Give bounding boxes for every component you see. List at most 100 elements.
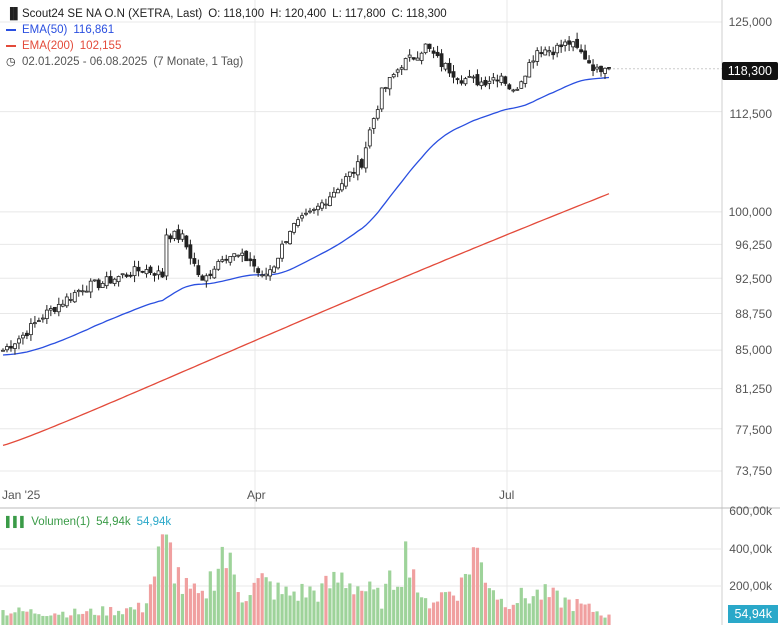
volume-bar [208, 571, 212, 625]
volume-bar [435, 601, 440, 625]
volume-bar [212, 590, 216, 625]
instrument-title: Scout24 SE NA O.N (XETRA, Last) [22, 8, 203, 20]
volume-bar [475, 547, 480, 625]
candle-body [256, 268, 261, 274]
volume-value-2: 54,94k [136, 516, 172, 528]
candle-body [563, 41, 568, 46]
candle-body [427, 43, 432, 49]
candle-body [120, 273, 125, 276]
volume-bar [5, 615, 9, 625]
candle-body [379, 87, 384, 110]
volume-bar [65, 617, 69, 625]
volume-bar [160, 534, 165, 625]
x-tick-label: Jan '25 [2, 488, 41, 502]
volume-bar [121, 614, 125, 625]
period-text: (7 Monate, 1 Tag) [153, 56, 244, 68]
volume-bar [535, 589, 539, 625]
candle-body [228, 256, 233, 263]
candle-body [575, 38, 580, 48]
volume-bar [124, 608, 129, 625]
candle-body [300, 215, 304, 219]
ema50-label: EMA(50) [22, 24, 68, 36]
candle-body [108, 276, 113, 284]
candle-body [56, 304, 61, 313]
volume-bar [25, 611, 29, 625]
candle-body [100, 283, 105, 289]
candle-body [371, 118, 376, 129]
candle-body [471, 76, 476, 79]
candle-body [531, 60, 536, 63]
candle-body [403, 58, 408, 71]
volume-bar [284, 586, 288, 625]
candle-body [387, 77, 392, 90]
volume-bar [467, 574, 472, 625]
open-label: O: [208, 8, 221, 20]
candle-body [188, 244, 193, 259]
volume-bar [117, 610, 121, 625]
candle-body [335, 189, 340, 194]
volume-bar [328, 588, 332, 625]
candle-body [419, 52, 424, 61]
volume-bar [583, 604, 587, 625]
candle-body [399, 67, 404, 70]
volume-bar [332, 571, 336, 625]
volume-bar [93, 614, 97, 625]
volume-bar [408, 577, 412, 625]
candle-body [21, 334, 25, 339]
volume-bar [579, 603, 583, 625]
volume-bar [61, 611, 65, 625]
candle-body [304, 212, 308, 215]
y-tick-label: 92,500 [735, 272, 772, 286]
volume-bar [376, 587, 380, 625]
volume-bar [503, 607, 507, 625]
candle-body [539, 52, 544, 55]
candle-body [88, 280, 93, 293]
candle-body [72, 292, 77, 303]
candle-body [316, 205, 320, 211]
candle-body [535, 50, 540, 62]
candle-body [140, 270, 145, 273]
y-tick-label: 81,250 [735, 382, 772, 396]
candle-body [519, 81, 524, 89]
ema200-line [2, 193, 610, 447]
candle-body [447, 62, 452, 74]
candle-body [467, 75, 472, 78]
ema200-swatch [6, 45, 16, 47]
volume-bar [176, 567, 181, 625]
volume-tick-label: 200,00k [729, 579, 772, 593]
candle-body [527, 62, 532, 78]
volume-bar [427, 608, 432, 625]
candle-body [455, 78, 460, 81]
x-tick-label: Jul [499, 488, 515, 502]
candle-body [515, 88, 520, 91]
candle-body [17, 338, 21, 344]
candle-body [292, 223, 296, 233]
ema200-value: 102,155 [79, 40, 122, 52]
volume-bar [37, 614, 41, 625]
candle-body [511, 89, 516, 92]
candle-body [308, 210, 312, 213]
candle-body [52, 306, 57, 312]
volume-bar [364, 591, 368, 625]
candle-body [423, 43, 428, 54]
candle-body [128, 274, 133, 277]
volume-bar [196, 593, 200, 625]
volume-bar [567, 599, 571, 625]
volume-bar [192, 583, 196, 625]
volume-bar [559, 607, 563, 625]
volume-bar [41, 615, 45, 625]
candle-body [252, 258, 257, 267]
date-range: 02.01.2025 - 06.08.2025 [22, 56, 148, 68]
volume-bar [356, 586, 360, 625]
volume-bar [140, 612, 145, 625]
candle-body [363, 147, 368, 169]
volume-bar [152, 576, 157, 625]
ema50-legend: EMA(50) 116,861 [6, 22, 447, 38]
volume-bar [248, 595, 252, 625]
volume-bar [304, 597, 308, 625]
volume-bar [563, 597, 567, 625]
ema50-value: 116,861 [73, 24, 115, 36]
candle-body [212, 268, 217, 279]
candle-body [523, 75, 528, 84]
